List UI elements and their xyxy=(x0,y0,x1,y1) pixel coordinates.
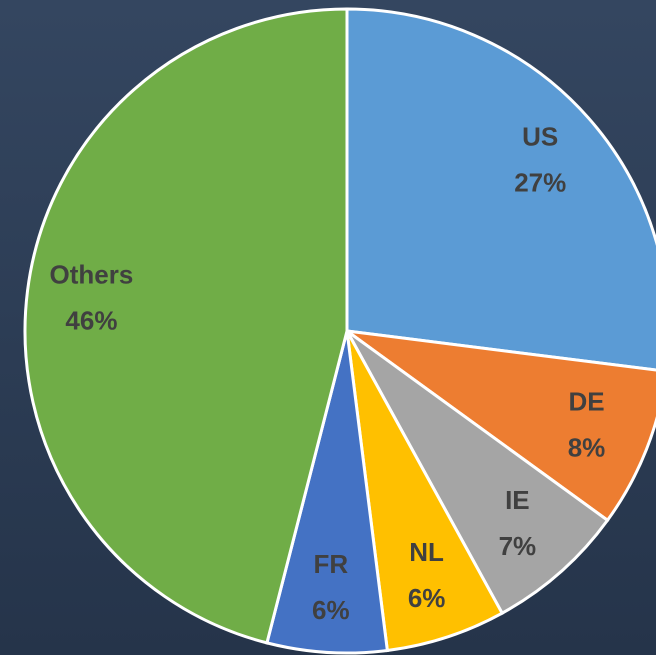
pie-slice xyxy=(23,7,349,645)
slice-value-label: 6% xyxy=(312,595,350,625)
slice-name-label: DE xyxy=(568,387,604,417)
pie-slice xyxy=(346,329,656,523)
slice-value-label: 7% xyxy=(499,531,537,561)
slice-name-label: US xyxy=(522,122,558,152)
pie-slice xyxy=(345,7,656,372)
slice-value-label: 8% xyxy=(568,433,606,463)
slice-name-label: IE xyxy=(505,485,530,515)
slice-name-label: NL xyxy=(409,537,444,567)
slice-value-label: 46% xyxy=(65,306,117,336)
slice-value-label: 6% xyxy=(408,583,446,613)
slice-name-label: Others xyxy=(50,260,134,290)
pie-slice xyxy=(345,330,505,653)
slice-name-label: FR xyxy=(313,549,348,579)
pie-slice xyxy=(345,329,610,616)
slice-value-label: 27% xyxy=(514,168,566,198)
pie-slice xyxy=(265,330,390,655)
